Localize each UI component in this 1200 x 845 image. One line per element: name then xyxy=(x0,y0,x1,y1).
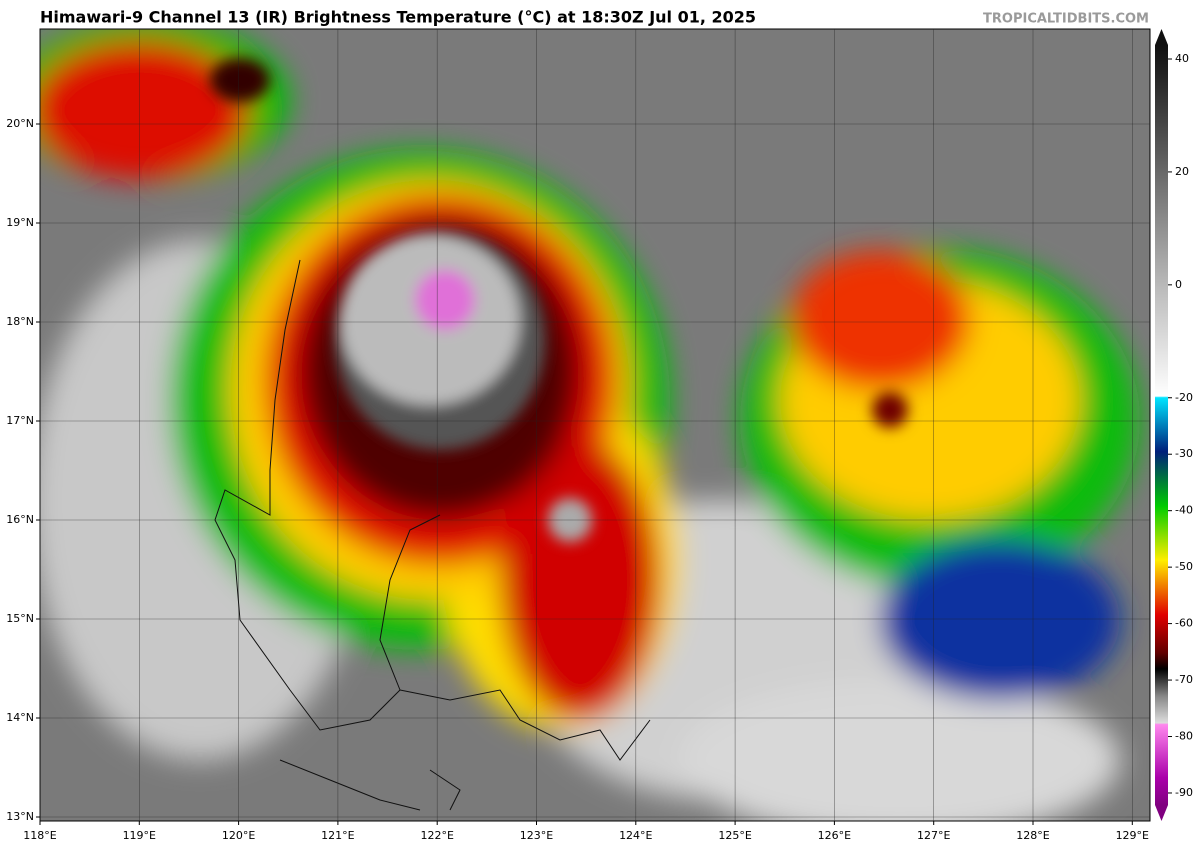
lat-label: 13°N xyxy=(6,810,34,823)
lon-label: 120°E xyxy=(222,829,255,842)
lon-label: 129°E xyxy=(1116,829,1149,842)
colorbar-label: -50 xyxy=(1175,560,1193,573)
lon-label: 124°E xyxy=(619,829,652,842)
lat-label: 18°N xyxy=(6,315,34,328)
lat-label: 15°N xyxy=(6,612,34,625)
colorbar-label: -80 xyxy=(1175,730,1193,743)
colorbar-bottom xyxy=(1155,805,1168,821)
lat-label: 20°N xyxy=(6,117,34,130)
colorbar-label: -30 xyxy=(1175,447,1193,460)
lon-label: 122°E xyxy=(420,829,453,842)
lon-label: 121°E xyxy=(321,829,354,842)
lat-label: 16°N xyxy=(6,513,34,526)
lon-label: 127°E xyxy=(917,829,950,842)
colorbar-label: -70 xyxy=(1175,673,1193,686)
lat-label: 19°N xyxy=(6,216,34,229)
lon-label: 128°E xyxy=(1016,829,1049,842)
colorbar-label: -90 xyxy=(1175,786,1193,799)
colorbar-label: -60 xyxy=(1175,617,1193,630)
lat-label: 14°N xyxy=(6,711,34,724)
title: Himawari-9 Channel 13 (IR) Brightness Te… xyxy=(40,8,756,27)
watermark: TROPICALTIDBITS.COM xyxy=(983,12,1149,27)
lon-label: 118°E xyxy=(23,829,56,842)
lon-label: 125°E xyxy=(718,829,751,842)
coastline xyxy=(214,259,651,811)
colorbar-top xyxy=(1155,29,1168,45)
colorbar-label: 20 xyxy=(1175,165,1189,178)
colorbar xyxy=(1155,45,1168,805)
colorbar-label: 40 xyxy=(1175,52,1189,65)
lat-label: 17°N xyxy=(6,414,34,427)
satellite-image xyxy=(40,29,1150,821)
lon-label: 126°E xyxy=(818,829,851,842)
lon-label: 123°E xyxy=(520,829,553,842)
lon-label: 119°E xyxy=(123,829,156,842)
colorbar-label: 0 xyxy=(1175,278,1182,291)
colorbar-label: -40 xyxy=(1175,504,1193,517)
colorbar-label: -20 xyxy=(1175,391,1193,404)
